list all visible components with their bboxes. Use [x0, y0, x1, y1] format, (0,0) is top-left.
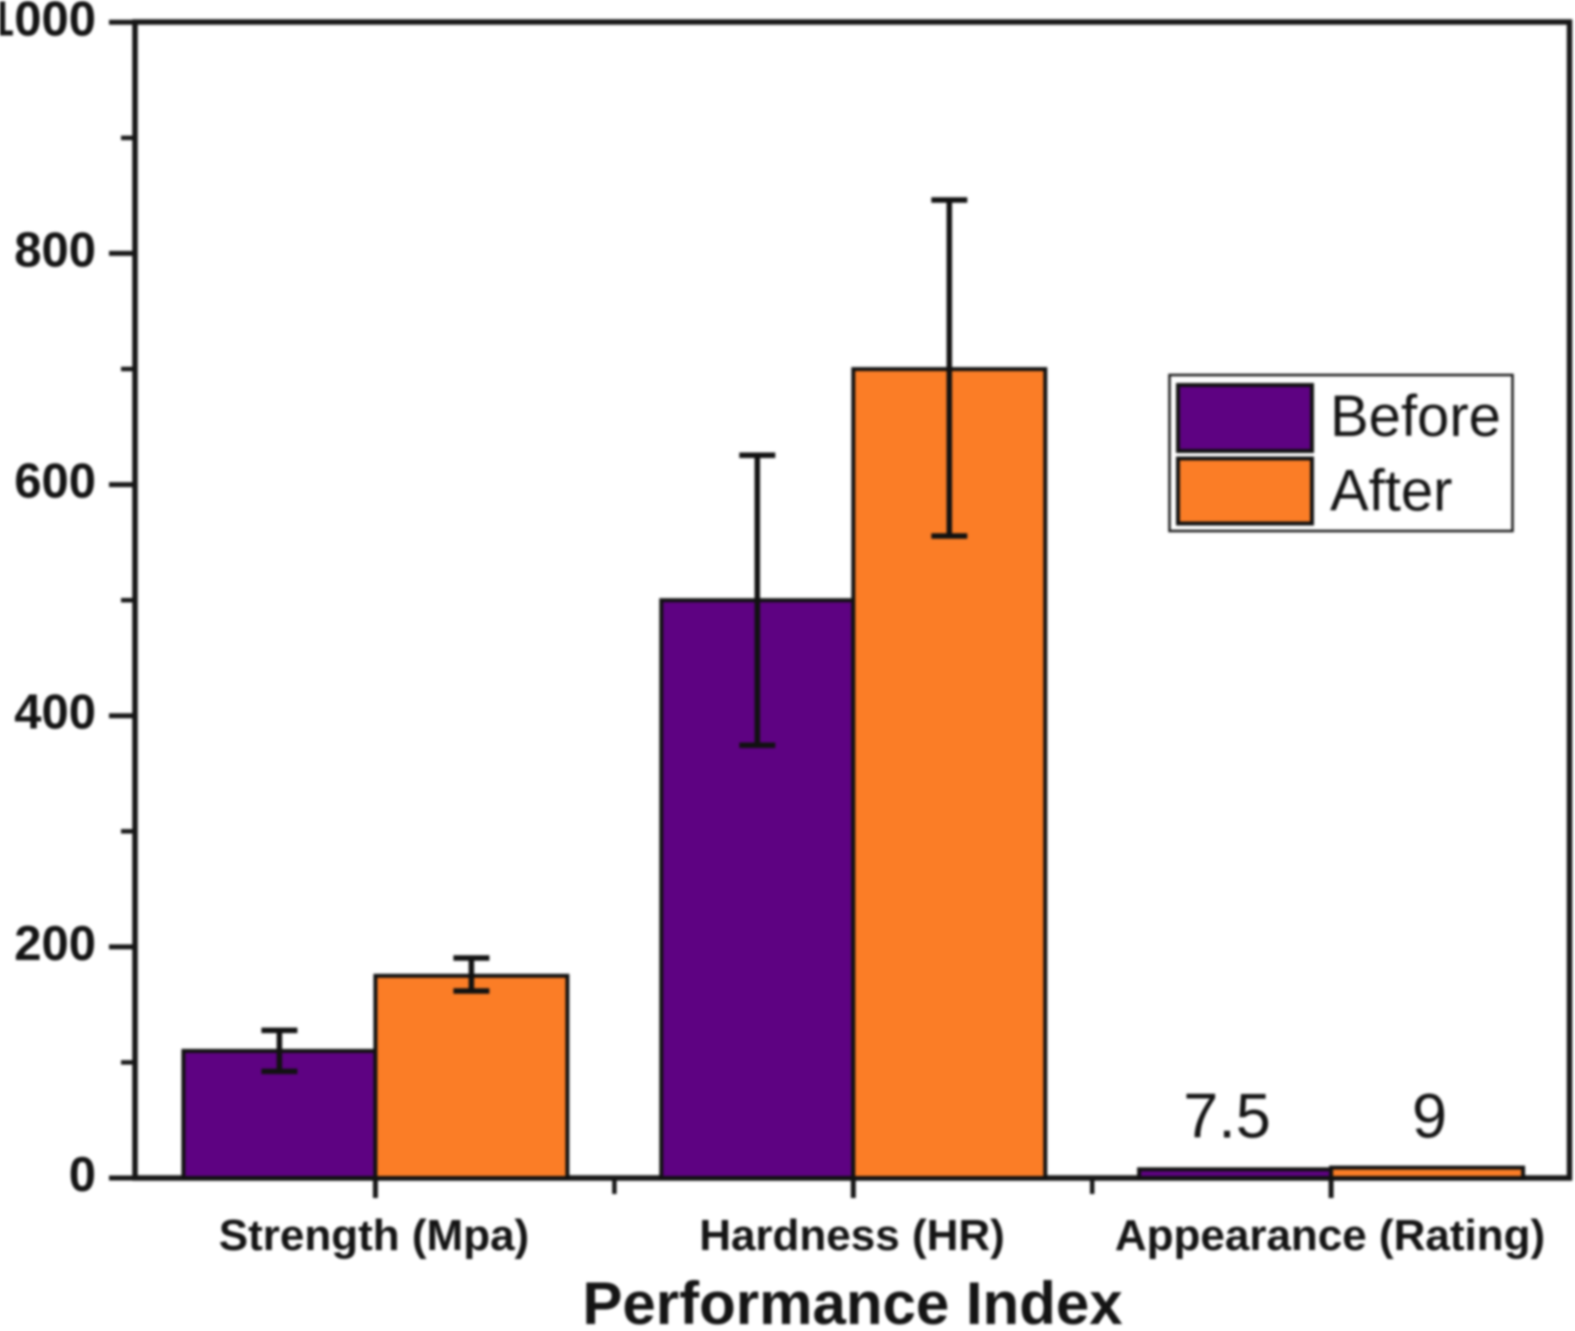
svg-text:600: 600 — [14, 455, 96, 509]
svg-text:1000: 1000 — [0, 0, 96, 46]
svg-text:Performance Index: Performance Index — [582, 1270, 1122, 1331]
svg-text:400: 400 — [14, 686, 96, 740]
svg-text:Strength (Mpa): Strength (Mpa) — [219, 1211, 529, 1260]
svg-text:9: 9 — [1412, 1082, 1447, 1152]
svg-text:200: 200 — [14, 917, 96, 971]
svg-text:After: After — [1330, 459, 1453, 524]
svg-text:Before: Before — [1330, 384, 1501, 449]
svg-text:7.5: 7.5 — [1183, 1082, 1271, 1152]
svg-text:0: 0 — [69, 1148, 96, 1202]
svg-text:Appearance (Rating): Appearance (Rating) — [1115, 1211, 1545, 1260]
svg-text:800: 800 — [14, 223, 96, 277]
svg-text:Hardness (HR): Hardness (HR) — [699, 1211, 1005, 1260]
